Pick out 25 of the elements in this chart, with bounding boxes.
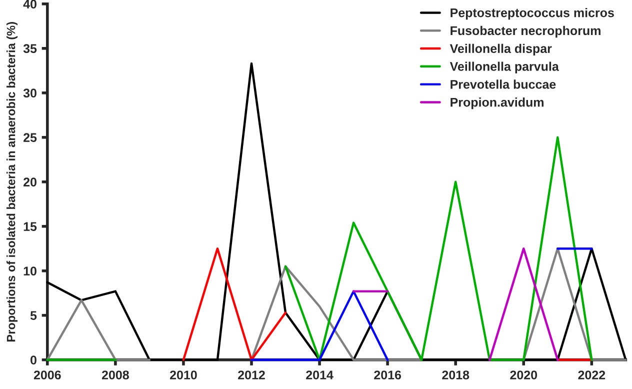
y-tick-label: 5 [30,311,37,320]
x-tick-label: 2018 [442,370,470,380]
y-axis-title: Proportions of isolated bacteria in anaerobic bacteria (%) [6,22,18,342]
y-tick-label: 10 [24,266,36,276]
legend-label: Prevotella buccae [450,80,556,89]
y-tick-label: 20 [24,178,36,187]
x-tick-label: 2022 [578,370,606,380]
x-tick-label: 2020 [510,370,538,380]
x-tick-label: 2016 [374,370,402,380]
x-tick-label: 2010 [170,370,197,380]
x-tick-label: 2006 [34,370,61,380]
legend-label: Veillonella parvula [450,62,559,74]
y-tick-label: 15 [24,222,37,231]
x-tick-label: 2008 [102,370,129,380]
y-tick-label: 0 [30,356,36,364]
y-tick-label: 30 [23,88,36,98]
x-tick-label: 2012 [238,370,265,380]
y-tick-label: 40 [23,0,36,9]
legend-label: Propion.avidum [450,98,544,110]
y-tick-label: 35 [23,44,37,54]
x-tick-label: 2014 [306,370,334,380]
legend-label: Veillonella dispar [450,44,552,56]
legend-label: Fusobacter necrophorum [450,26,600,38]
y-tick-label: 25 [24,133,37,142]
legend-label: Peptostreptococcus micros [450,8,614,20]
